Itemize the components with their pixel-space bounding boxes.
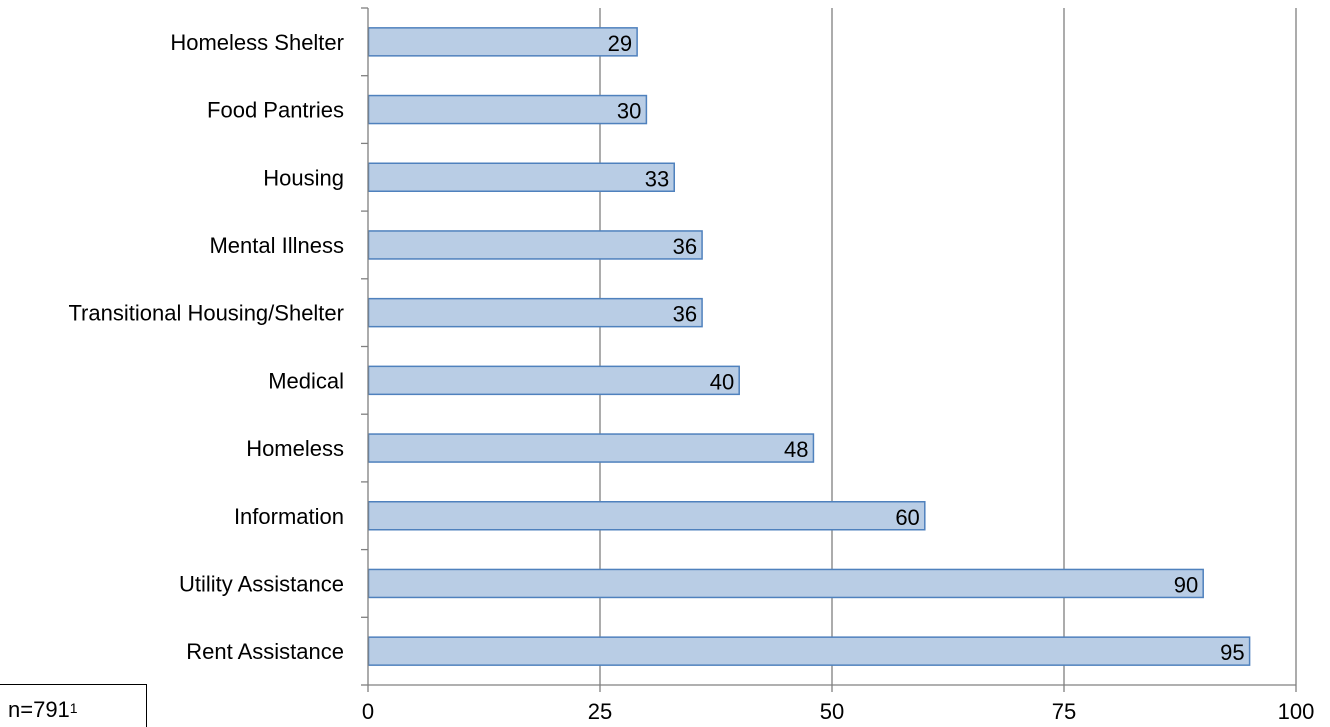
bar-value-label: 95	[1220, 640, 1244, 665]
x-tick-label: 25	[588, 699, 612, 724]
x-tick-label: 75	[1052, 699, 1076, 724]
bar-value-label: 33	[645, 166, 669, 191]
bar	[367, 297, 703, 328]
category-label: Mental Illness	[209, 233, 344, 258]
category-label: Transitional Housing/Shelter	[68, 301, 344, 326]
bar	[367, 162, 675, 192]
labels: 0 25 50 75 100 Homeless Shelter 29 Food Pantrie…	[68, 30, 1314, 724]
bar	[367, 568, 1204, 599]
sample-size-footnote-marker: 1	[69, 700, 78, 716]
category-label: Homeless	[246, 436, 344, 461]
axes	[361, 7, 1297, 692]
bar	[367, 433, 815, 463]
bar-value-label: 36	[673, 302, 697, 327]
category-label: Information	[234, 504, 344, 529]
bar-value-label: 40	[710, 369, 734, 394]
x-tick-label: 100	[1278, 699, 1315, 724]
bar	[367, 27, 638, 57]
category-label: Rent Assistance	[186, 639, 344, 664]
bar	[367, 230, 703, 260]
bar	[367, 94, 648, 125]
bar	[367, 365, 740, 396]
category-label: Food Pantries	[207, 98, 344, 123]
category-label: Medical	[268, 368, 344, 393]
bars	[367, 27, 1251, 666]
category-label: Housing	[263, 165, 344, 190]
category-label: Utility Assistance	[179, 571, 344, 596]
bar-value-label: 29	[608, 31, 632, 56]
bar	[367, 501, 926, 531]
sample-size-note: n=7911	[0, 684, 147, 727]
bar-value-label: 30	[617, 99, 641, 124]
bar-value-label: 90	[1174, 572, 1198, 597]
sample-size-text: n=791	[8, 697, 70, 722]
bar	[367, 636, 1251, 666]
bar-value-label: 48	[784, 437, 808, 462]
x-tick-label: 50	[820, 699, 844, 724]
x-tick-label: 0	[362, 699, 374, 724]
bar-value-label: 36	[673, 234, 697, 259]
category-label: Homeless Shelter	[170, 30, 344, 55]
bar-value-label: 60	[895, 505, 919, 530]
